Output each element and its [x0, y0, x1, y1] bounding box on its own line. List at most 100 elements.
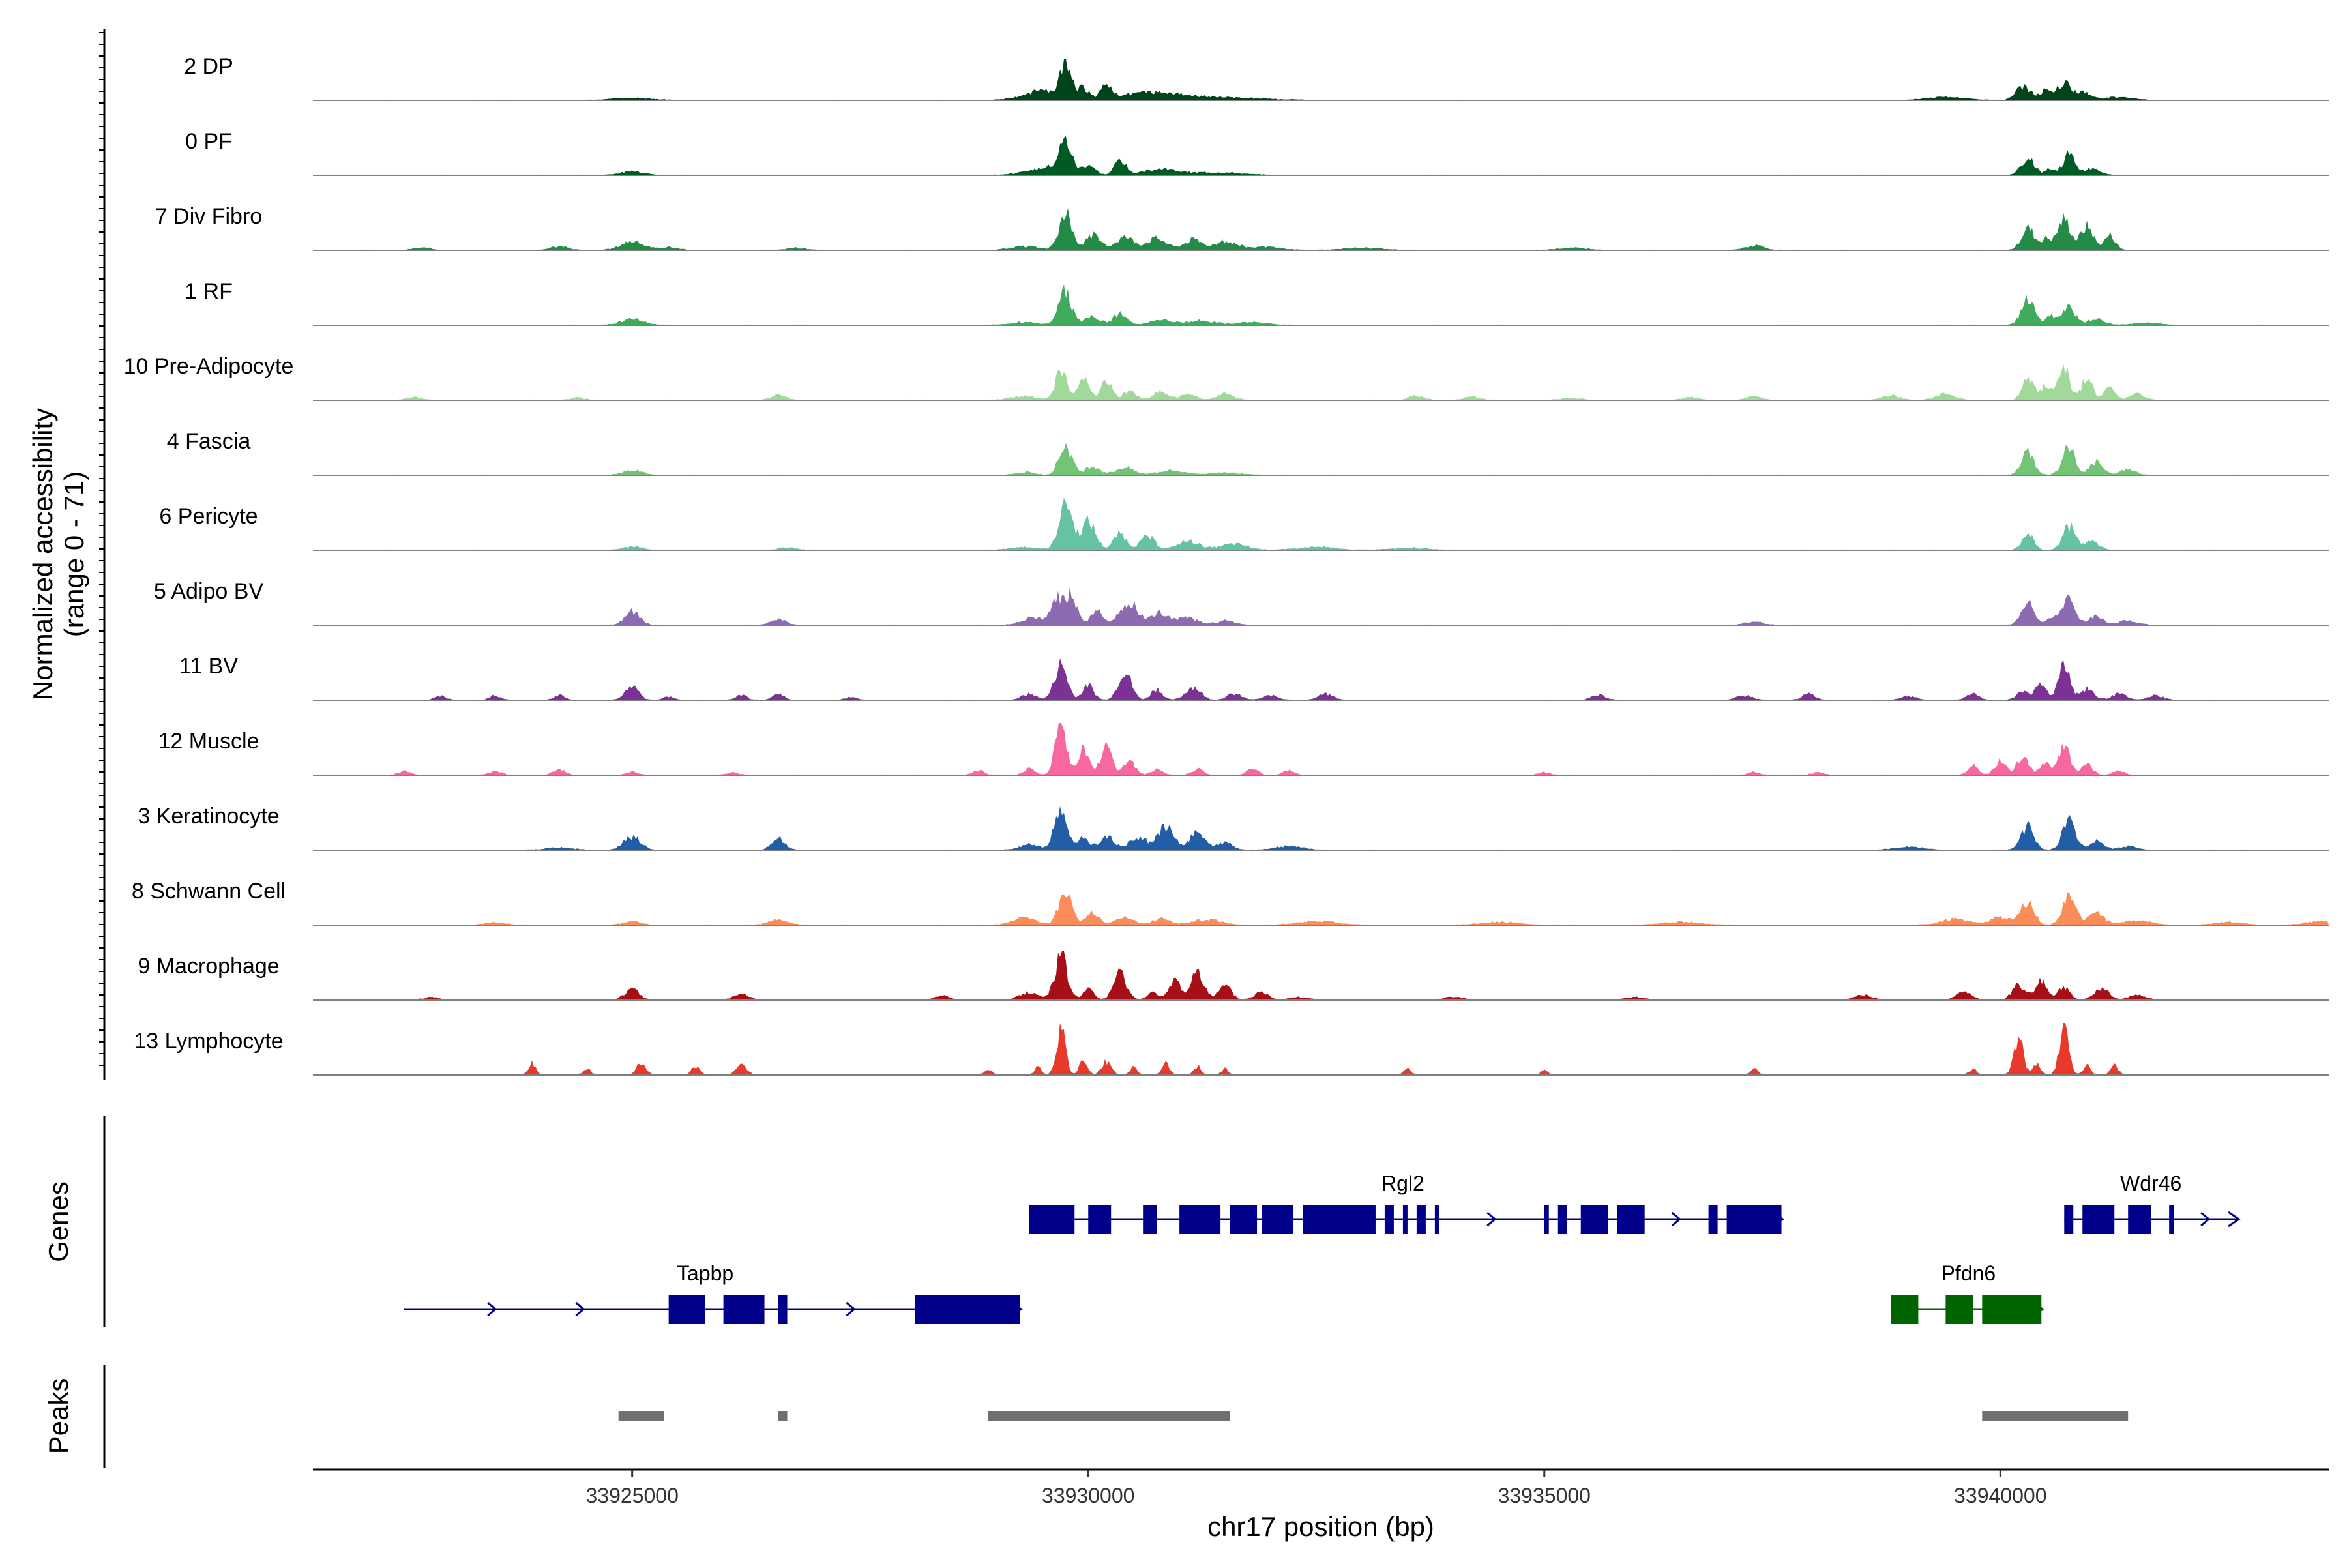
- coverage-area: [313, 443, 2329, 475]
- gene-exon: [2082, 1205, 2115, 1234]
- gene-exon: [778, 1295, 788, 1324]
- track-label: 0 PF: [185, 129, 232, 154]
- track-label: 10 Pre-Adipocyte: [124, 354, 294, 379]
- track-label: 8 Schwann Cell: [132, 879, 286, 904]
- gene-exon: [1088, 1205, 1112, 1234]
- gene-exon: [1230, 1205, 1258, 1234]
- coverage-tracks: 2 DP 0 PF 7 Div Fibro 1 RF 10 Pre-Adipocyte 4…: [124, 54, 2329, 1076]
- coverage-track: 8 Schwann Cell: [132, 879, 2329, 926]
- track-label: 1 RF: [185, 279, 233, 304]
- coverage-area: [422, 658, 2220, 700]
- y-axis-ticks: [99, 32, 104, 1066]
- gene-exon: [1262, 1205, 1294, 1234]
- axes: 33925000 33930000 33935000 33940000 Normali…: [27, 29, 2329, 1542]
- track-label: 7 Div Fibro: [155, 204, 262, 229]
- gene-exon: [1179, 1205, 1221, 1234]
- gene-exon: [1891, 1295, 1919, 1324]
- gene-exon: [2169, 1205, 2174, 1234]
- gene-model: Pfdn6: [1891, 1262, 2044, 1324]
- coverage-track: 0 PF: [185, 129, 2329, 176]
- coverage-area: [313, 806, 2329, 850]
- coverage-area: [313, 587, 2329, 625]
- track-label: 11 BV: [179, 654, 238, 679]
- coverage-track: 3 Keratinocyte: [138, 804, 2329, 851]
- gene-model: Wdr46: [2064, 1172, 2241, 1234]
- coverage-track: 12 Muscle: [158, 723, 2329, 776]
- track-label: 3 Keratinocyte: [138, 804, 279, 829]
- coverage-track: 4 Fascia: [167, 429, 2329, 476]
- gene-exon: [1029, 1205, 1075, 1234]
- x-tick-label: 33925000: [585, 1484, 678, 1507]
- gene-label: Pfdn6: [1941, 1262, 1996, 1285]
- peak-region: [988, 1411, 1230, 1421]
- strand-arrow-icon: [487, 1301, 497, 1317]
- gene-exon: [1434, 1205, 1439, 1234]
- x-tick-label: 33935000: [1498, 1484, 1591, 1507]
- coverage-area: [313, 59, 2329, 100]
- coverage-track: 13 Lymphocyte: [134, 1023, 2329, 1076]
- track-label: 13 Lymphocyte: [134, 1029, 283, 1054]
- coverage-area: [385, 723, 2192, 775]
- peaks-track: [618, 1411, 2129, 1421]
- gene-exon: [2064, 1205, 2074, 1234]
- x-tick-label: 33930000: [1042, 1484, 1134, 1507]
- coverage-area: [313, 498, 2329, 550]
- coverage-area: [313, 208, 2329, 250]
- strand-arrow-icon: [575, 1301, 585, 1317]
- gene-exon: [1544, 1205, 1549, 1234]
- track-label: 5 Adipo BV: [154, 579, 264, 604]
- track-label: 9 Macrophage: [138, 954, 279, 979]
- gene-model: Rgl2: [1029, 1172, 1785, 1234]
- gene-exon: [1982, 1295, 2042, 1324]
- x-axis-title: chr17 position (bp): [1207, 1511, 1434, 1542]
- gene-annotation-track: Rgl2 Wdr46 Tapbp Pfdn6: [404, 1172, 2241, 1324]
- gene-label: Tapbp: [677, 1262, 733, 1285]
- gene-label: Rgl2: [1381, 1172, 1424, 1195]
- gene-exon: [915, 1295, 1020, 1324]
- gene-exon: [1580, 1205, 1608, 1234]
- gene-exon: [1945, 1295, 1973, 1324]
- coverage-track: 10 Pre-Adipocyte: [124, 354, 2329, 401]
- gene-exon: [723, 1295, 765, 1324]
- coverage-track: 6 Pericyte: [159, 498, 2329, 551]
- gene-exon: [1416, 1205, 1426, 1234]
- coverage-area: [313, 951, 2329, 1000]
- coverage-track: 2 DP: [184, 54, 2329, 101]
- peak-region: [1982, 1411, 2129, 1421]
- gene-exon: [1402, 1205, 1408, 1234]
- coverage-area: [504, 1023, 2129, 1075]
- track-label: 6 Pericyte: [159, 504, 258, 529]
- gene-model: Tapbp: [404, 1262, 1023, 1324]
- genes-axis-title: Genes: [43, 1181, 74, 1262]
- coverage-area: [313, 136, 2220, 175]
- gene-exon: [1303, 1205, 1376, 1234]
- gene-exon: [1617, 1205, 1645, 1234]
- gene-exon: [1708, 1205, 1718, 1234]
- peak-region: [778, 1411, 788, 1421]
- y-axis-title: Normalized accessibility: [27, 408, 58, 700]
- x-axis-ticks: 33925000 33930000 33935000 33940000: [585, 1470, 2047, 1507]
- track-label: 12 Muscle: [158, 729, 259, 754]
- strand-arrow-icon: [846, 1301, 856, 1317]
- gene-exon: [2128, 1205, 2151, 1234]
- coverage-track: 11 BV: [179, 654, 2329, 701]
- track-label: 2 DP: [184, 54, 233, 79]
- strand-arrow-icon: [2200, 1211, 2211, 1227]
- coverage-area: [313, 284, 2329, 325]
- coverage-track: 1 RF: [185, 279, 2329, 326]
- gene-exon: [1557, 1205, 1567, 1234]
- gene-exon: [668, 1295, 705, 1324]
- coverage-track: 7 Div Fibro: [155, 204, 2329, 251]
- gene-label: Wdr46: [2120, 1172, 2181, 1195]
- peak-region: [618, 1411, 664, 1421]
- coverage-area: [313, 892, 2329, 925]
- strand-arrow-icon: [2228, 1211, 2241, 1228]
- x-tick-label: 33940000: [1954, 1484, 2046, 1507]
- gene-exon: [1726, 1205, 1782, 1234]
- gene-exon: [1384, 1205, 1394, 1234]
- strand-arrow-icon: [1671, 1211, 1681, 1227]
- track-label: 4 Fascia: [167, 429, 251, 454]
- peaks-axis-title: Peaks: [43, 1378, 74, 1455]
- coverage-track: 9 Macrophage: [138, 951, 2329, 1001]
